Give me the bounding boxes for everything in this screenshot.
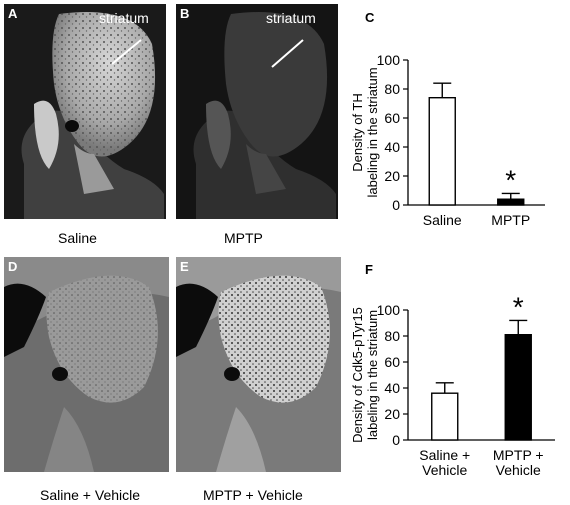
y-tick-label: 20 xyxy=(384,168,400,184)
micrograph-d xyxy=(4,257,169,472)
bar xyxy=(504,334,532,441)
chart-f: Density of Cdk5-pTyr15labeling in the st… xyxy=(350,291,555,478)
panel-letter-b: B xyxy=(180,6,190,21)
significance-marker: * xyxy=(513,291,524,322)
y-tick-label: 80 xyxy=(384,81,400,97)
bar xyxy=(428,97,456,206)
y-tick-label: 0 xyxy=(392,197,400,213)
category-label: Saline xyxy=(423,212,462,228)
y-tick-label: 100 xyxy=(377,302,401,318)
y-tick-label: 100 xyxy=(377,52,401,68)
panel-letter-f: F xyxy=(365,262,373,277)
chart-c: Density of THlabeling in the striatum 0 20… xyxy=(350,52,545,228)
micrograph-e xyxy=(176,257,341,472)
bar xyxy=(497,198,525,206)
y-tick-label: 0 xyxy=(392,432,400,448)
micrograph-a xyxy=(4,4,166,219)
category-label: MPTP xyxy=(491,212,530,228)
category-label: MPTP + Vehicle xyxy=(493,447,544,478)
significance-marker: * xyxy=(505,164,516,195)
caption-saline-vehicle: Saline + Vehicle xyxy=(40,487,141,503)
y-axis-label: Density of THlabeling in the striatum xyxy=(350,67,380,197)
bar xyxy=(431,392,459,441)
y-axis-label: Density of Cdk5-pTyr15labeling in the st… xyxy=(350,307,380,443)
panel-letter-d: D xyxy=(8,259,18,274)
y-tick-label: 60 xyxy=(384,110,400,126)
y-tick-label: 20 xyxy=(384,406,400,422)
category-label: Saline + Vehicle xyxy=(419,447,470,478)
panel-letter-c: C xyxy=(365,10,375,25)
micrograph-b xyxy=(176,4,338,219)
micrograph-b-label: striatum xyxy=(266,10,316,26)
panel-letter-a: A xyxy=(8,6,18,21)
caption-mptp: MPTP xyxy=(224,230,263,246)
caption-saline: Saline xyxy=(58,230,97,246)
panel-letter-e: E xyxy=(180,259,189,274)
micrograph-a-label: striatum xyxy=(99,10,149,26)
y-tick-label: 40 xyxy=(384,380,400,396)
y-tick-label: 60 xyxy=(384,354,400,370)
y-tick-label: 40 xyxy=(384,139,400,155)
caption-mptp-vehicle: MPTP + Vehicle xyxy=(203,487,303,503)
y-tick-label: 80 xyxy=(384,328,400,344)
